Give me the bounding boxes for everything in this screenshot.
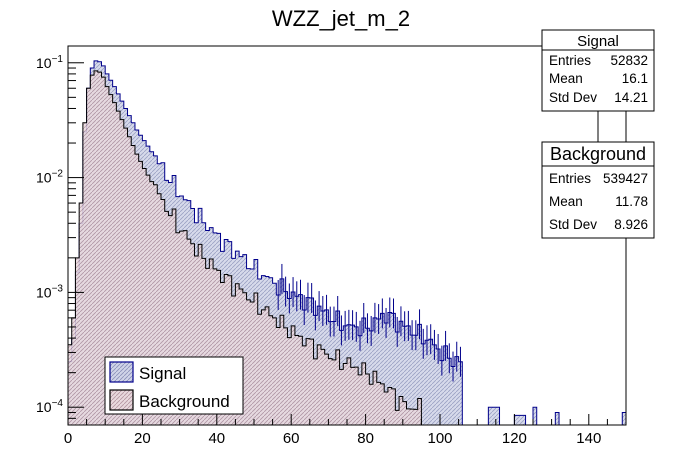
stats-background-title: Background (550, 144, 646, 164)
stats-box-background: Background Entries 539427 Mean 11.78 Std… (541, 141, 655, 239)
stats-signal-label: Mean (549, 71, 583, 86)
y-axis: 10−1 10−2 10−3 10−4 (36, 54, 84, 426)
x-tick-label: 20 (134, 430, 151, 447)
stats-signal-value: 16.1 (622, 71, 648, 86)
x-tick-label: 120 (502, 430, 527, 447)
stats-background-value: 11.78 (615, 194, 648, 209)
stats-signal-value: 52832 (610, 53, 648, 68)
stats-box-signal: Signal Entries 52832 Mean 16.1 Std Dev 1… (541, 29, 655, 112)
legend-swatch-signal (109, 361, 134, 383)
chart-title: WZZ_jet_m_2 (272, 6, 410, 31)
x-axis: 0 20 40 60 80 100 120 140 (64, 414, 627, 447)
stats-background-label: Std Dev (549, 217, 597, 232)
x-tick-label: 60 (283, 430, 300, 447)
y-tick-label: 10−1 (36, 54, 63, 71)
legend-label-signal: Signal (139, 364, 186, 383)
y-tick-label: 10−3 (36, 283, 63, 300)
y-tick-label: 10−2 (36, 169, 63, 186)
y-tick-label: 10−4 (36, 398, 63, 415)
legend-swatch-background (109, 389, 134, 411)
stats-signal-label: Entries (549, 53, 591, 68)
legend: Signal Background (104, 356, 244, 415)
legend-label-background: Background (139, 392, 230, 411)
x-tick-label: 40 (208, 430, 225, 447)
x-tick-label: 0 (64, 430, 72, 447)
x-tick-label: 80 (357, 430, 374, 447)
stats-background-label: Mean (549, 194, 583, 209)
stats-signal-label: Std Dev (549, 90, 597, 105)
stats-signal-title: Signal (577, 33, 619, 50)
histogram-series (67, 60, 627, 426)
stats-background-value: 539427 (603, 171, 648, 186)
stats-box-signal-frame (541, 29, 655, 112)
stats-background-value: 8.926 (614, 217, 648, 232)
x-tick-label: 100 (427, 430, 452, 447)
stats-signal-value: 14.21 (614, 90, 648, 105)
x-tick-label: 140 (576, 430, 601, 447)
stats-box-background-frame (541, 141, 655, 239)
stats-background-label: Entries (549, 171, 591, 186)
